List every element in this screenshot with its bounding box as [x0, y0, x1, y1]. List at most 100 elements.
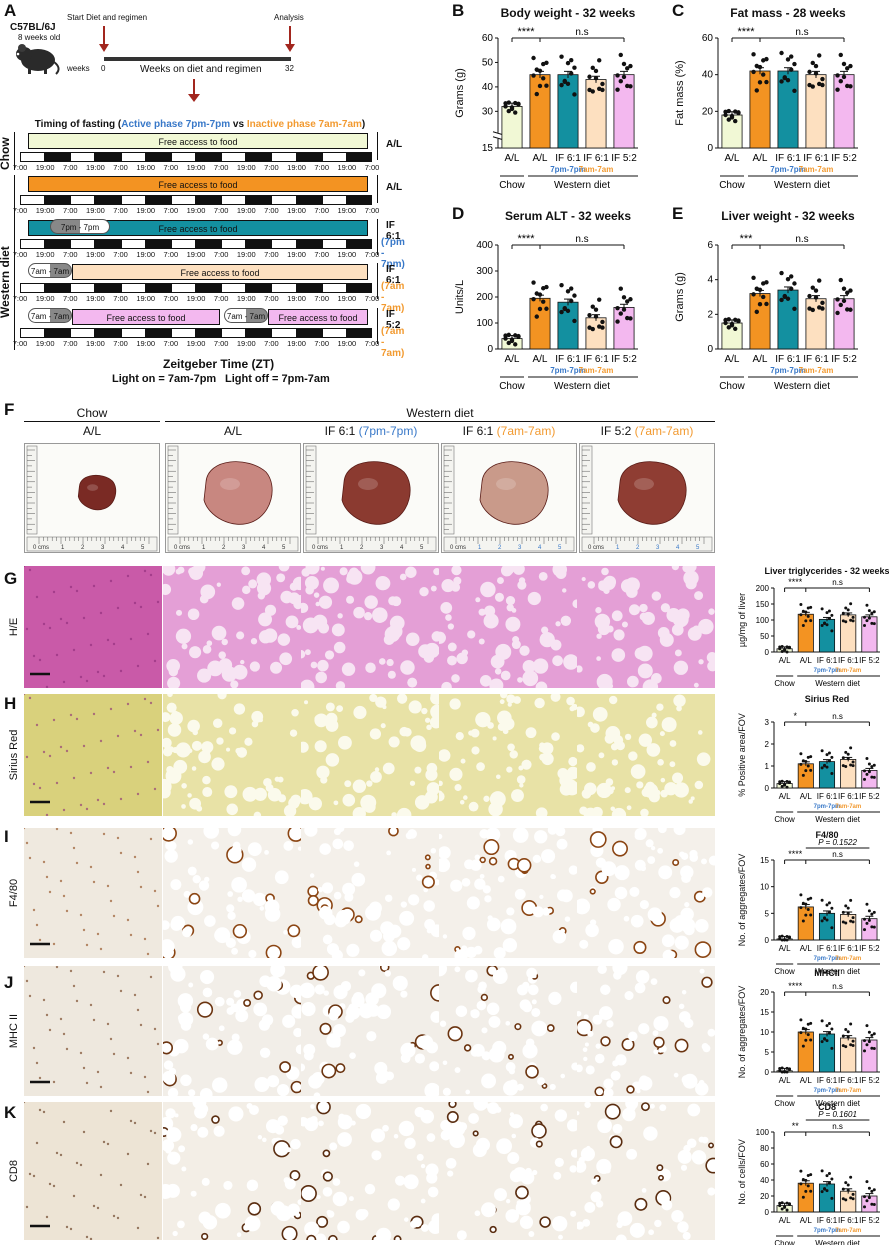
nucleus [153, 1027, 157, 1031]
fat-vacuole [439, 846, 451, 860]
chart-title: Sirius Red [804, 694, 850, 704]
data-point [503, 333, 508, 338]
fat-vacuole [549, 1083, 556, 1091]
ruler-number: 4 [121, 545, 125, 551]
data-point [841, 74, 847, 80]
fat-vacuole [164, 849, 178, 863]
dark-phase [145, 195, 171, 205]
histology-image [577, 694, 715, 816]
fat-vacuole [442, 934, 448, 939]
fat-vacuole [673, 828, 686, 836]
fat-vacuole [409, 1220, 418, 1229]
fat-vacuole [508, 1053, 514, 1060]
zt-label: Zeitgeber Time (ZT) [163, 357, 275, 371]
nucleus [35, 923, 39, 927]
fat-vacuole [163, 712, 171, 723]
fat-vacuole [629, 1222, 645, 1238]
data-point [846, 608, 850, 612]
data-point [531, 280, 536, 285]
fat-vacuole [656, 703, 664, 711]
group-label-western: Western diet [554, 381, 610, 392]
data-point [723, 112, 728, 118]
data-point [806, 1033, 810, 1037]
x-tick-sublabel: 7am-7am [799, 366, 834, 375]
fat-vacuole [322, 1186, 333, 1197]
fat-vacuole [315, 671, 327, 684]
data-point [823, 1037, 827, 1041]
data-point [729, 323, 735, 328]
nucleus [35, 1061, 39, 1065]
data-point [849, 746, 853, 750]
fat-vacuole [338, 1113, 345, 1121]
fat-vacuole [470, 1009, 480, 1019]
data-point [830, 771, 834, 775]
fat-vacuole [383, 634, 395, 645]
fat-vacuole [285, 615, 299, 629]
f-western-header: Western diet [406, 406, 474, 420]
fat-vacuole [614, 886, 628, 900]
fat-vacuole [494, 1188, 507, 1202]
fat-vacuole [661, 1199, 673, 1211]
data-point [590, 65, 595, 71]
fat-vacuole [701, 858, 707, 865]
data-point [865, 902, 869, 906]
data-point [785, 1208, 789, 1212]
fat-vacuole [201, 1177, 210, 1186]
regimen-divider [377, 308, 378, 344]
data-point [820, 898, 824, 902]
fat-vacuole [424, 1082, 439, 1096]
fat-vacuole [571, 703, 577, 711]
fat-vacuole [639, 612, 648, 621]
fat-vacuole [479, 873, 485, 879]
fat-vacuole [342, 793, 356, 807]
fat-vacuole [335, 681, 346, 688]
nucleus [79, 1163, 83, 1167]
nucleus [42, 750, 46, 754]
fat-vacuole [353, 606, 365, 619]
fat-vacuole [244, 1215, 261, 1232]
nucleus [106, 884, 110, 888]
dark-phase [246, 239, 272, 249]
fat-vacuole [387, 1198, 400, 1211]
chart-title: F4/80 [815, 830, 839, 840]
fat-vacuole [479, 675, 492, 687]
fat-vacuole [218, 651, 226, 659]
x-tick-sublabel: 7am-7am [579, 366, 614, 375]
histo-row-label: H/E [8, 617, 20, 637]
fat-vacuole [342, 882, 356, 896]
fat-vacuole [560, 889, 573, 903]
time-tick: 19:00 [86, 206, 105, 215]
data-point [600, 81, 605, 87]
fat-vacuole [639, 899, 649, 910]
fat-vacuole [439, 966, 448, 977]
x-tick-sublabel: 7am-7am [835, 804, 861, 810]
fat-vacuole [408, 894, 420, 906]
nucleus [119, 1183, 123, 1187]
nucleus [153, 659, 157, 663]
data-point [569, 71, 574, 76]
fat-vacuole [465, 1089, 471, 1095]
light-phase [70, 283, 96, 293]
fat-vacuole [708, 1142, 715, 1149]
data-point [804, 902, 808, 906]
histology-svg [577, 694, 711, 816]
data-point [565, 81, 571, 87]
histology-svg [439, 828, 577, 958]
fat-vacuole [421, 707, 428, 715]
fat-vacuole [379, 966, 390, 972]
dark-phase [95, 239, 121, 249]
sig-label: n.s [795, 27, 808, 38]
fat-vacuole [235, 747, 242, 754]
fat-vacuole [201, 1232, 209, 1240]
fat-vacuole [630, 914, 644, 928]
fat-vacuole [560, 615, 572, 626]
fat-vacuole [189, 646, 202, 659]
fat-vacuole [589, 888, 596, 895]
nucleus [89, 643, 93, 647]
fat-vacuole [651, 591, 662, 601]
data-point [778, 935, 782, 939]
data-point [845, 290, 850, 295]
fat-vacuole [453, 1139, 462, 1148]
fat-vacuole [315, 1233, 327, 1240]
fat-vacuole [346, 943, 360, 957]
